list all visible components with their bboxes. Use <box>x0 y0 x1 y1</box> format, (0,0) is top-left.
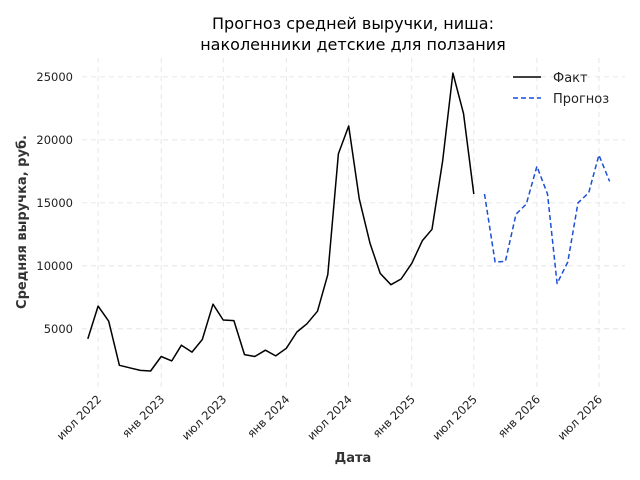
y-axis-ticks: 5000 10000 15000 20000 25000 <box>36 70 73 336</box>
y-tick-label: 20000 <box>36 133 73 147</box>
y-axis-label: Средняя выручка, руб. <box>15 135 30 309</box>
x-tick-label: июл 2025 <box>429 392 480 443</box>
series-lines <box>87 72 611 372</box>
x-tick-label: янв 2024 <box>244 392 292 440</box>
x-axis-label: Дата <box>335 451 372 466</box>
y-tick-label: 10000 <box>36 259 73 273</box>
x-tick-label: июл 2023 <box>179 392 230 443</box>
legend: Факт Прогноз <box>513 71 609 107</box>
chart-title: Прогноз средней выручки, ниша: наколенни… <box>200 14 506 54</box>
legend-label-forecast: Прогноз <box>553 92 609 107</box>
x-tick-label: июл 2022 <box>54 392 105 443</box>
y-tick-label: 5000 <box>44 322 73 336</box>
chart-title-line-2: наколенники детские для ползания <box>200 35 506 54</box>
x-tick-label: янв 2025 <box>370 392 418 440</box>
grid <box>82 58 625 388</box>
y-tick-label: 15000 <box>36 196 73 210</box>
series-line-actual <box>87 72 475 372</box>
x-tick-label: янв 2023 <box>119 392 167 440</box>
legend-label-actual: Факт <box>553 71 588 86</box>
series-line-forecast <box>483 154 611 285</box>
x-tick-label: июл 2026 <box>555 392 606 443</box>
x-tick-label: янв 2026 <box>495 392 543 440</box>
y-tick-label: 25000 <box>36 70 73 84</box>
x-axis-ticks: июл 2022 янв 2023 июл 2023 янв 2024 июл 2024… <box>54 392 605 443</box>
chart-title-line-1: Прогноз средней выручки, ниша: <box>212 14 494 33</box>
x-tick-label: июл 2024 <box>304 392 355 443</box>
